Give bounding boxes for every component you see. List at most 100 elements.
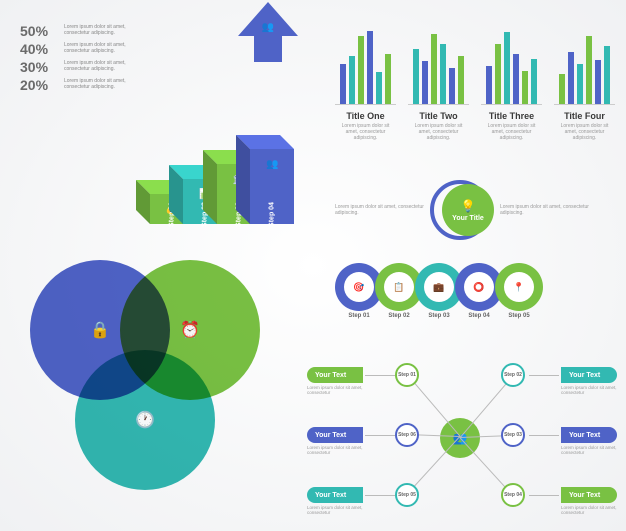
stair-desc: Lorem ipsum dolor sit amet, consectetur … <box>64 24 144 36</box>
bar <box>440 44 446 104</box>
stair-row: 30% Lorem ipsum dolor sit amet, consecte… <box>20 60 310 74</box>
hub-connector <box>365 435 395 436</box>
title-row-desc: Lorem ipsum dolor sit amet, consectetur … <box>335 204 430 216</box>
bar-desc: Lorem ipsum dolor sit amet, consectetur … <box>554 123 615 141</box>
bar <box>413 49 419 104</box>
cube-icon: 👥 <box>266 159 278 170</box>
hub-tag: Your Text <box>307 487 363 503</box>
bar <box>422 61 428 104</box>
bar-title: Title Three <box>481 111 542 121</box>
title-circle: 💡 Your Title <box>442 184 494 236</box>
bar-group: Title Four Lorem ipsum dolor sit amet, co… <box>554 30 615 160</box>
venn-icon: 🕐 <box>135 410 155 430</box>
hub-tag: Your Text <box>561 367 617 383</box>
hub-step-node: Step 03 <box>501 423 525 447</box>
bar-title: Title Four <box>554 111 615 121</box>
bar <box>586 36 592 104</box>
bar-set <box>335 30 396 105</box>
stair-desc: Lorem ipsum dolor sit amet, consectetur … <box>64 60 144 72</box>
bar-group: Title Three Lorem ipsum dolor sit amet, c… <box>481 30 542 160</box>
bar-desc: Lorem ipsum dolor sit amet, consectetur … <box>335 123 396 141</box>
bar <box>577 64 583 104</box>
bar <box>385 54 391 104</box>
bar <box>568 52 574 104</box>
ring-label: Step 01 <box>348 313 369 319</box>
title-circle-label: Your Title <box>452 215 484 222</box>
bar <box>522 71 528 104</box>
bar <box>604 46 610 104</box>
bar-title: Title One <box>335 111 396 121</box>
hub-desc: Lorem ipsum dolor sit amet, consectetur <box>561 445 621 455</box>
stair-row: 20% Lorem ipsum dolor sit amet, consecte… <box>20 78 310 92</box>
bar-group: Title One Lorem ipsum dolor sit amet, con… <box>335 30 396 160</box>
hub-connector <box>365 375 395 376</box>
bar <box>431 34 437 104</box>
stair-desc: Lorem ipsum dolor sit amet, consectetur … <box>64 42 144 54</box>
venn-icon: ⏰ <box>180 320 200 340</box>
ring-label: Step 04 <box>468 313 489 319</box>
bar-desc: Lorem ipsum dolor sit amet, consectetur … <box>408 123 469 141</box>
hub-desc: Lorem ipsum dolor sit amet, consectetur <box>561 505 621 515</box>
bar <box>531 59 537 104</box>
ring-icon: 💼 <box>424 272 454 302</box>
hub-step-node: Step 06 <box>395 423 419 447</box>
bar-group: Title Two Lorem ipsum dolor sit amet, con… <box>408 30 469 160</box>
bar <box>559 74 565 104</box>
hub-tag: Your Text <box>561 487 617 503</box>
bar <box>358 36 364 104</box>
hub-connector <box>529 495 559 496</box>
hub-step-node: Step 04 <box>501 483 525 507</box>
bar <box>376 72 382 104</box>
bar <box>449 68 455 104</box>
hub-step-node: Step 01 <box>395 363 419 387</box>
stair-percent: 50% <box>20 24 60 38</box>
hub-desc: Lorem ipsum dolor sit amet, consectetur <box>307 505 367 515</box>
bar-set <box>408 30 469 105</box>
mini-bar-charts: Title One Lorem ipsum dolor sit amet, con… <box>335 30 615 160</box>
stair-percent: 40% <box>20 42 60 56</box>
bar-desc: Lorem ipsum dolor sit amet, consectetur … <box>481 123 542 141</box>
bar <box>513 54 519 104</box>
ring-step-chain: 🎯 Step 01 📋 Step 02 💼 Step 03 ⭕ Step 04 … <box>335 252 605 322</box>
stair-cube: 👥 Step 04 <box>250 149 294 224</box>
bar <box>504 32 510 104</box>
ring-icon: ⭕ <box>464 272 494 302</box>
ring-icon: 🎯 <box>344 272 374 302</box>
bulb-icon: 💡 <box>461 199 476 213</box>
title-row-desc-2: Lorem ipsum dolor sit amet, consectetur … <box>500 204 595 216</box>
venn-diagram: 🔒 ⏰ 🕐 <box>30 260 280 510</box>
hub-desc: Lorem ipsum dolor sit amet, consectetur <box>561 385 621 395</box>
cube-label: Step 04 <box>269 202 276 227</box>
bar <box>340 64 346 104</box>
hub-tag: Your Text <box>561 427 617 443</box>
ring-icon: 📍 <box>504 272 534 302</box>
bar <box>458 56 464 104</box>
bar-set <box>481 30 542 105</box>
bar-title: Title Two <box>408 111 469 121</box>
bar <box>595 60 601 104</box>
ring-label: Step 03 <box>428 313 449 319</box>
bar <box>349 56 355 104</box>
title-row: Lorem ipsum dolor sit amet, consectetur … <box>335 180 600 240</box>
svg-text:👥: 👥 <box>262 22 274 33</box>
ring-icon: 📋 <box>384 272 414 302</box>
bar-set <box>554 30 615 105</box>
hub-tag: Your Text <box>307 427 363 443</box>
hub-tag: Your Text <box>307 367 363 383</box>
arrow-top-icon: 👥 <box>238 2 298 62</box>
hub-step-node: Step 05 <box>395 483 419 507</box>
hub-connector <box>365 495 395 496</box>
bar <box>486 66 492 104</box>
hub-desc: Lorem ipsum dolor sit amet, consectetur <box>307 385 367 395</box>
hub-desc: Lorem ipsum dolor sit amet, consectetur <box>307 445 367 455</box>
ring-label: Step 05 <box>508 313 529 319</box>
staircase-infographic: 👥 50% Lorem ipsum dolor sit amet, consec… <box>20 24 310 234</box>
hub-step-node: Step 02 <box>501 363 525 387</box>
hub-connector <box>529 435 559 436</box>
stair-percent: 30% <box>20 60 60 74</box>
stair-percent: 20% <box>20 78 60 92</box>
branch-hub: 👥 Step 01Your TextLorem ipsum dolor sit … <box>310 355 610 520</box>
venn-icon: 🔒 <box>90 320 110 340</box>
venn-circle: 🕐 <box>75 350 215 490</box>
bar <box>495 44 501 104</box>
